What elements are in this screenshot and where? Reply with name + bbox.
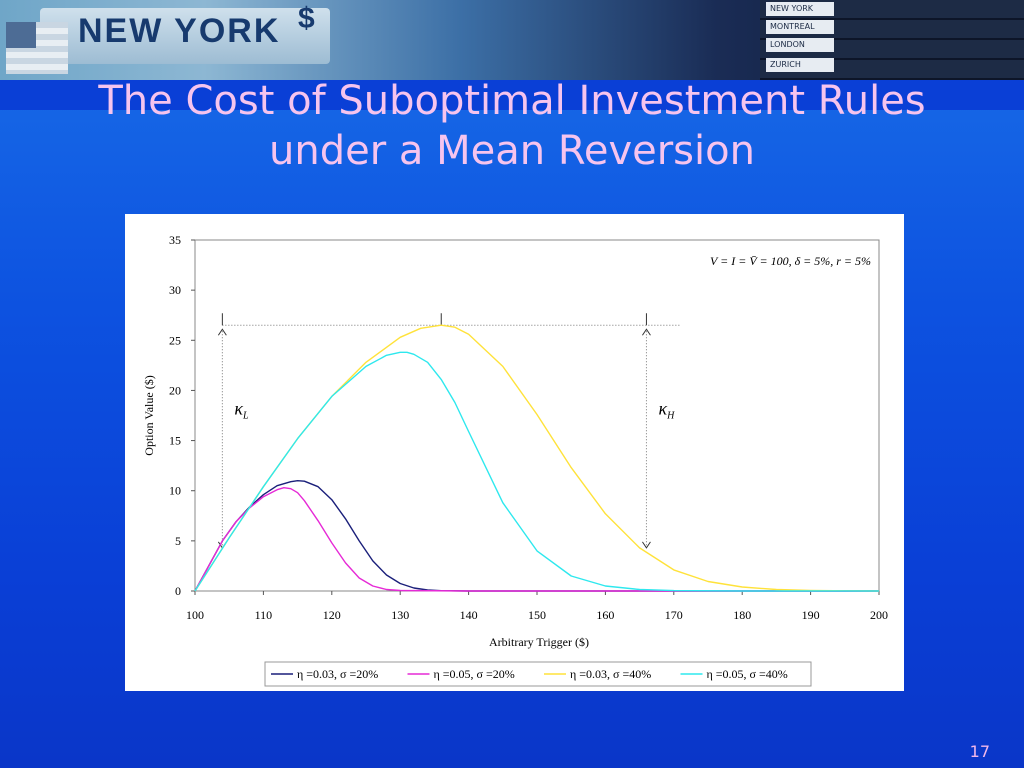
- x-tick-label: 180: [733, 608, 751, 622]
- y-tick-label: 15: [169, 434, 181, 448]
- x-tick-label: 160: [596, 608, 614, 622]
- dollar-sign-icon: $: [298, 2, 315, 35]
- title-strip: [0, 80, 1024, 110]
- chart-card: 0 5 10 15 20 25 30 35 100 110 120 130 140 150 160 170 18…: [125, 214, 904, 691]
- legend-entry: η =0.05, σ =20%: [434, 667, 515, 681]
- board-city: ZURICH: [766, 58, 834, 72]
- board-city: NEW YORK: [766, 2, 834, 16]
- x-tick-label: 190: [802, 608, 820, 622]
- header-banner: NEW YORK $ NEW YORK MONTREAL LONDON ZURI…: [0, 0, 1024, 80]
- y-tick-label: 25: [169, 333, 181, 347]
- x-axis-label: Arbitrary Trigger ($): [489, 635, 589, 649]
- option-value-chart: 0 5 10 15 20 25 30 35 100 110 120 130 140 150 160 170 18…: [142, 233, 888, 687]
- new-york-sign: [40, 8, 330, 64]
- x-tick-label: 100: [186, 608, 204, 622]
- params-annotation: V = I = V̄ = 100, δ = 5%, r = 5%: [710, 254, 871, 268]
- y-tick-label: 10: [169, 484, 181, 498]
- legend-entry: η =0.05, σ =40%: [707, 667, 788, 681]
- y-tick-label: 5: [175, 534, 181, 548]
- board-city: LONDON: [766, 38, 834, 52]
- page-number: 17: [969, 742, 990, 761]
- x-tick-label: 200: [870, 608, 888, 622]
- slide-title-line2: under a Mean Reversion: [269, 128, 755, 174]
- legend-entry: η =0.03, σ =20%: [297, 667, 378, 681]
- legend-box: [264, 661, 812, 687]
- arrow-down-icon: [642, 541, 651, 549]
- y-tick-label: 30: [169, 283, 181, 297]
- trigger-label: κL: [234, 398, 249, 421]
- y-axis-label: Option Value ($): [142, 375, 156, 455]
- us-flag-icon: [6, 22, 68, 74]
- trigger-label: κH: [658, 398, 675, 421]
- legend-entry: η =0.03, σ =40%: [570, 667, 651, 681]
- arrow-up-icon: [642, 328, 651, 336]
- x-tick-label: 140: [460, 608, 478, 622]
- series-line: [194, 480, 879, 592]
- series-line: [194, 351, 879, 592]
- y-tick-label: 35: [169, 233, 181, 247]
- slide-title-line1: The Cost of Suboptimal Investment Rules: [98, 78, 926, 124]
- series-line: [194, 487, 879, 592]
- y-tick-label: 20: [169, 383, 181, 397]
- x-tick-label: 170: [665, 608, 683, 622]
- arrow-up-icon: [217, 328, 227, 336]
- city-sign-text: NEW YORK: [78, 12, 281, 50]
- x-tick-label: 130: [391, 608, 409, 622]
- slide-title: The Cost of Suboptimal Investment Rules …: [0, 76, 1024, 176]
- board-city: MONTREAL: [766, 20, 834, 34]
- x-tick-label: 150: [528, 608, 546, 622]
- y-tick-label: 0: [175, 584, 181, 598]
- x-tick-label: 110: [255, 608, 273, 622]
- x-tick-label: 120: [323, 608, 341, 622]
